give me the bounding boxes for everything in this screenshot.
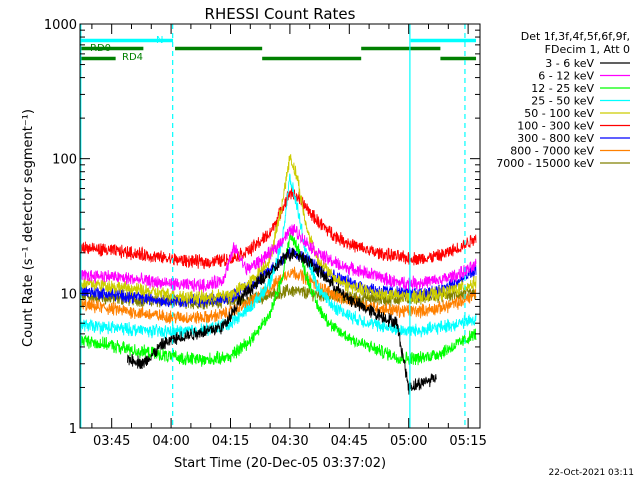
legend-entry-label: 50 - 100 keV — [524, 107, 594, 120]
legend-entry-label: 3 - 6 keV — [545, 57, 594, 70]
x-tick-label: 04:00 — [152, 434, 189, 449]
legend: Det 1f,3f,4f,5f,6f,9f,FDecim 1, Att 03 -… — [496, 30, 630, 170]
legend-entry-label: 300 - 800 keV — [517, 132, 594, 145]
axes-layer: 03:45 04:00 04:15 04:30 04:45 05:00 05:15 1 10 10… — [44, 18, 487, 449]
legend-header-line: FDecim 1, Att 0 — [545, 43, 630, 56]
chart-title: RHESSI Count Rates — [205, 5, 356, 23]
footer-date: 22-Oct-2021 03:11 — [549, 468, 634, 478]
x-axis-label: Start Time (20-Dec-05 03:37:02) — [174, 456, 386, 471]
instrument-flag-layer: N RD0 RD4 — [80, 24, 477, 428]
x-tick-label: 05:00 — [390, 434, 427, 449]
x-tick-label: 04:45 — [331, 434, 368, 449]
legend-entry-label: 12 - 25 keV — [531, 82, 594, 95]
y-axis-label: Count Rate (s⁻¹ detector segment⁻¹) — [21, 109, 36, 347]
y-tick-label: 100 — [52, 153, 77, 168]
x-tick-label: 05:15 — [449, 434, 486, 449]
y-tick-label: 1 — [69, 422, 77, 437]
y-tick-label: 1000 — [44, 18, 77, 33]
legend-entry-label: 100 - 300 keV — [517, 120, 594, 133]
legend-entry-label: 800 - 7000 keV — [510, 145, 594, 158]
legend-entry-label: 6 - 12 keV — [538, 70, 594, 83]
x-tick-label: 04:15 — [212, 434, 249, 449]
legend-entry-label: 7000 - 15000 keV — [496, 157, 594, 170]
legend-header-line: Det 1f,3f,4f,5f,6f,9f, — [521, 30, 630, 43]
plot-frame — [79, 23, 481, 429]
x-tick-label: 03:45 — [93, 434, 130, 449]
plot-data-layer — [79, 154, 477, 395]
y-tick-label: 10 — [60, 287, 77, 302]
flag-label-rd0: RD0 — [90, 43, 111, 54]
flag-label-n: N — [156, 35, 163, 46]
series-line-0 — [127, 247, 437, 395]
legend-entry-label: 25 - 50 keV — [531, 95, 594, 108]
flag-label-rd4: RD4 — [122, 52, 143, 63]
x-tick-label: 04:30 — [271, 434, 308, 449]
